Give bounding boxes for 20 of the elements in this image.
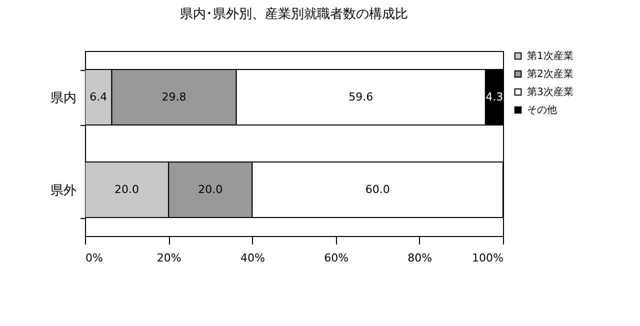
data-label: 60.0	[365, 182, 390, 196]
legend-label: 第2次産業	[527, 68, 574, 80]
legend-label: その他	[527, 104, 557, 116]
data-label: 29.8	[162, 90, 186, 104]
x-tick-label: 0%	[86, 252, 103, 264]
y-tick-label: 県外	[50, 183, 76, 198]
legend-label: 第3次産業	[527, 86, 574, 98]
x-tick-label: 100%	[472, 252, 504, 264]
data-label: 20.0	[114, 182, 140, 196]
data-label: 59.6	[348, 90, 374, 104]
x-tick-label: 60%	[324, 252, 349, 264]
chart-title: 県内･県外別、産業別就職者数の構成比	[180, 6, 408, 22]
x-tick-label: 40%	[240, 252, 265, 264]
legend-label: 第1次産業	[527, 50, 574, 62]
data-label: 6.4	[90, 90, 108, 104]
x-tick-label: 80%	[408, 252, 432, 264]
data-label: 4.3	[486, 90, 504, 104]
x-tick-label: 20%	[156, 252, 182, 264]
y-tick-label: 県内	[50, 90, 76, 106]
data-label: 20.0	[198, 182, 223, 196]
